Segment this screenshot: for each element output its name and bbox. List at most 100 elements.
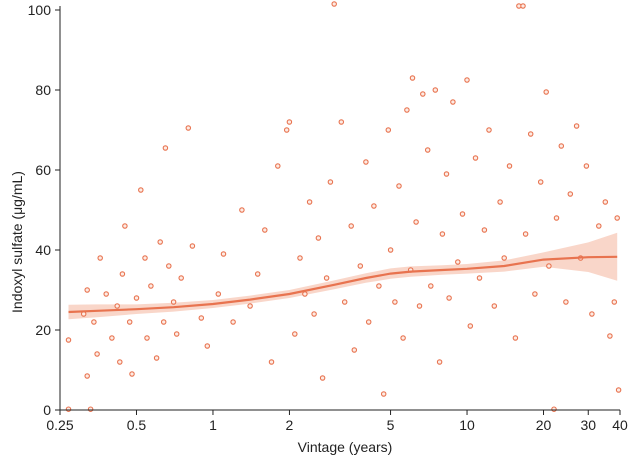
data-point: [472, 155, 479, 161]
data-point: [170, 299, 177, 305]
data-point: [455, 259, 461, 265]
data-point: [262, 227, 268, 233]
data-point: [91, 319, 97, 325]
data-point: [614, 215, 620, 221]
data-point: [583, 163, 590, 169]
data-point: [527, 131, 534, 137]
data-point: [439, 231, 446, 237]
data-point: [501, 255, 507, 261]
data-point: [87, 406, 94, 412]
data-point: [459, 211, 466, 217]
data-point: [443, 171, 450, 177]
data-point: [380, 391, 387, 397]
data-point: [84, 287, 90, 293]
y-tick-label: 20: [35, 322, 51, 338]
data-point: [357, 263, 364, 269]
data-point: [84, 373, 90, 379]
data-point: [348, 223, 354, 229]
data-point: [327, 179, 334, 185]
data-point: [283, 127, 290, 133]
data-point: [198, 315, 205, 321]
data-point: [532, 291, 538, 297]
data-point: [297, 255, 303, 261]
data-point: [157, 239, 163, 245]
data-point: [65, 337, 72, 343]
data-point: [162, 145, 169, 151]
data-point: [185, 125, 192, 131]
data-point: [413, 219, 419, 225]
data-point: [351, 347, 358, 353]
data-point: [446, 295, 452, 301]
x-tick-label: 5: [387, 417, 395, 433]
data-point: [138, 187, 144, 193]
data-point: [103, 291, 109, 297]
trend-line-layer: [68, 255, 618, 314]
data-point: [436, 359, 443, 365]
data-point: [491, 303, 498, 309]
data-point: [220, 251, 227, 257]
data-point: [129, 371, 135, 377]
x-tick-label: 0.25: [46, 417, 73, 433]
data-point: [275, 163, 281, 169]
trend-line: [68, 255, 618, 314]
data-point: [117, 359, 123, 365]
data-point: [311, 311, 317, 317]
data-point: [215, 291, 222, 297]
x-tick-label: 30: [580, 417, 596, 433]
data-point: [486, 127, 492, 133]
data-point: [114, 303, 120, 309]
data-point: [254, 271, 261, 277]
data-point: [247, 303, 253, 309]
data-point: [476, 275, 483, 281]
y-tick-label: 40: [35, 242, 51, 258]
data-point: [416, 303, 423, 309]
data-point: [432, 87, 439, 93]
data-point: [204, 343, 211, 349]
points-layer: [65, 1, 622, 412]
data-point: [286, 119, 293, 125]
data-point: [166, 263, 172, 269]
data-point: [409, 75, 416, 81]
data-point: [400, 335, 406, 341]
x-tick-label: 1: [209, 417, 217, 433]
data-point: [160, 319, 167, 325]
tick-labels-layer: 0.25 0.5 1 2 5 10 20 30 40 0 20 40 60 80 100: [28, 2, 628, 433]
data-point: [315, 235, 322, 241]
data-point: [396, 183, 402, 189]
data-point: [292, 331, 298, 337]
data-point: [589, 311, 595, 317]
data-point: [546, 263, 552, 269]
data-point: [173, 331, 180, 337]
data-point: [122, 223, 128, 229]
data-point: [428, 283, 434, 289]
data-point: [302, 291, 308, 297]
data-point: [178, 275, 184, 281]
axes-layer: [55, 6, 621, 415]
data-point: [153, 355, 160, 361]
data-point: [323, 275, 330, 281]
data-point: [553, 215, 560, 221]
data-point: [94, 351, 100, 357]
data-point: [573, 123, 580, 129]
data-point: [65, 406, 72, 412]
data-point: [558, 143, 565, 149]
x-tick-label: 20: [536, 417, 552, 433]
data-point: [97, 255, 103, 261]
data-point: [126, 319, 133, 325]
data-point: [481, 227, 488, 233]
x-tick-label: 10: [459, 417, 475, 433]
data-point: [387, 247, 394, 253]
confidence-band: [68, 232, 618, 320]
confidence-band-layer: [68, 232, 618, 320]
x-tick-label: 0.5: [127, 417, 147, 433]
data-point: [551, 406, 557, 412]
data-point: [341, 299, 348, 305]
x-tick-label: 40: [612, 417, 628, 433]
data-point: [144, 335, 150, 341]
y-tick-label: 0: [43, 402, 51, 418]
data-point: [611, 299, 618, 305]
data-point: [467, 323, 474, 329]
data-point: [522, 231, 529, 237]
data-point: [363, 159, 369, 165]
